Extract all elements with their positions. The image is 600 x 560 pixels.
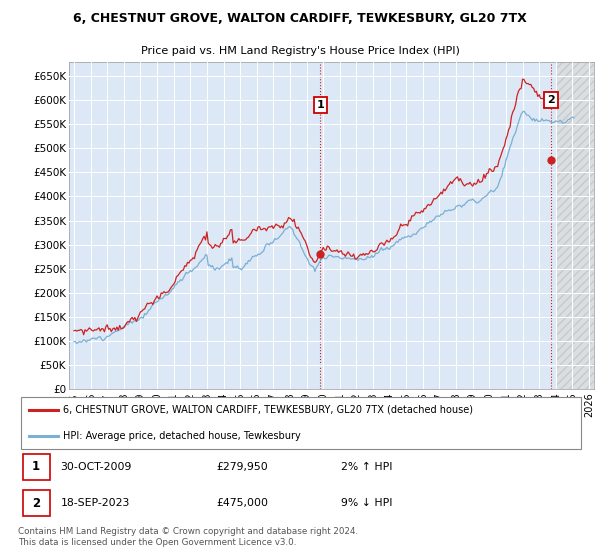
Text: 2: 2 <box>547 95 555 105</box>
Text: Price paid vs. HM Land Registry's House Price Index (HPI): Price paid vs. HM Land Registry's House … <box>140 46 460 56</box>
Text: HPI: Average price, detached house, Tewkesbury: HPI: Average price, detached house, Tewk… <box>64 431 301 441</box>
Text: 30-OCT-2009: 30-OCT-2009 <box>61 462 132 472</box>
Text: 9% ↓ HPI: 9% ↓ HPI <box>341 498 392 508</box>
Text: £475,000: £475,000 <box>217 498 268 508</box>
Text: 1: 1 <box>316 100 324 110</box>
FancyBboxPatch shape <box>21 397 581 449</box>
FancyBboxPatch shape <box>23 490 50 516</box>
Text: 6, CHESTNUT GROVE, WALTON CARDIFF, TEWKESBURY, GL20 7TX: 6, CHESTNUT GROVE, WALTON CARDIFF, TEWKE… <box>73 12 527 25</box>
Text: 6, CHESTNUT GROVE, WALTON CARDIFF, TEWKESBURY, GL20 7TX (detached house): 6, CHESTNUT GROVE, WALTON CARDIFF, TEWKE… <box>64 405 473 415</box>
Text: 18-SEP-2023: 18-SEP-2023 <box>61 498 130 508</box>
Text: 2: 2 <box>32 497 40 510</box>
FancyBboxPatch shape <box>23 454 50 480</box>
Text: £279,950: £279,950 <box>217 462 268 472</box>
Text: 1: 1 <box>32 460 40 473</box>
Text: Contains HM Land Registry data © Crown copyright and database right 2024.
This d: Contains HM Land Registry data © Crown c… <box>18 526 358 547</box>
Text: 2% ↑ HPI: 2% ↑ HPI <box>341 462 392 472</box>
Bar <box>556 62 594 389</box>
